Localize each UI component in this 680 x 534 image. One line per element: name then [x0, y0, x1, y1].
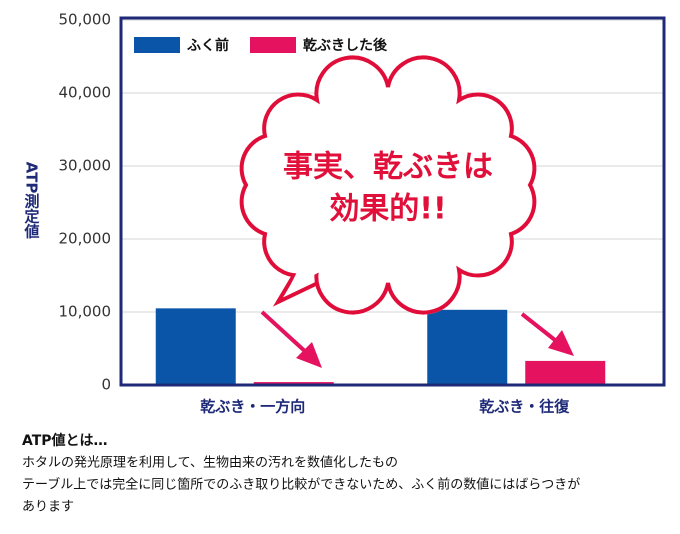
bar [427, 309, 508, 385]
arrow-head [548, 330, 574, 356]
arrow [260, 310, 310, 356]
x-tick-label: 乾ぶき・一方向 [200, 398, 305, 416]
note-line: あります [22, 500, 74, 515]
note-title: ATP値とは… [22, 432, 108, 449]
y-tick-label: 50,000 [59, 11, 112, 29]
legend-label: 乾ぶきした後 [303, 37, 388, 54]
y-axis-label: ATP測定値 [23, 162, 41, 240]
y-tick-label: 30,000 [59, 157, 112, 175]
x-tick-label: 乾ぶき・往復 [479, 398, 570, 416]
bar [525, 360, 606, 385]
callout [239, 55, 537, 315]
plot-area [121, 19, 664, 386]
arrow-head [296, 342, 322, 368]
callout-cloud [239, 55, 537, 315]
callout-text: 効果的!! [329, 192, 446, 227]
arrow [520, 312, 562, 346]
y-tick-label: 40,000 [59, 84, 112, 102]
legend-label: ふく前 [187, 37, 229, 54]
plot-border [119, 16, 666, 387]
callout-tail-cover [289, 262, 335, 288]
legend-swatch [250, 37, 296, 53]
note-line: ホタルの発光原理を利用して、生物由来の汚れを数値化したもの [22, 455, 398, 471]
arrows [260, 310, 574, 368]
callout-text: 事実、乾ぶきは [283, 150, 493, 185]
y-tick-label: 0 [101, 376, 111, 394]
bar [155, 308, 236, 385]
note-line: テーブル上では完全に同じ箇所でのふき取り比較ができないため、ふく前の数値にはばら… [22, 477, 580, 493]
y-tick-label: 20,000 [59, 230, 112, 248]
y-tick-label: 10,000 [59, 303, 112, 321]
legend-swatch [134, 37, 180, 53]
